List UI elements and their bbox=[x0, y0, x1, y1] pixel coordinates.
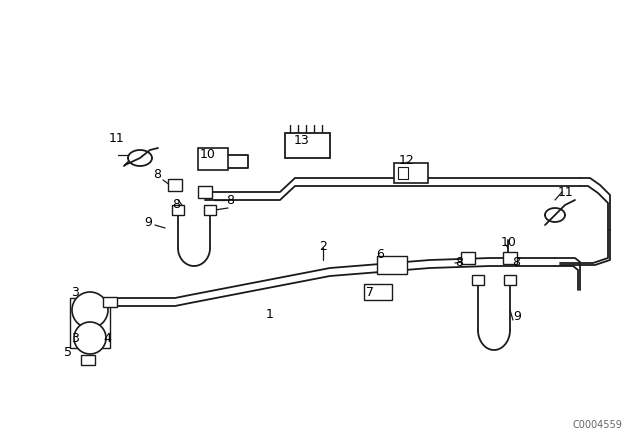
Bar bbox=[285, 133, 330, 158]
Text: 8: 8 bbox=[226, 194, 234, 207]
Text: 6: 6 bbox=[376, 249, 384, 262]
Bar bbox=[461, 252, 475, 264]
Bar bbox=[377, 256, 407, 274]
Text: 5: 5 bbox=[64, 345, 72, 358]
Text: 11: 11 bbox=[109, 132, 125, 145]
Text: 2: 2 bbox=[319, 241, 327, 254]
Text: 8: 8 bbox=[455, 257, 463, 270]
Text: 12: 12 bbox=[399, 154, 415, 167]
Text: 13: 13 bbox=[294, 134, 310, 146]
Bar bbox=[198, 186, 212, 198]
Bar bbox=[204, 205, 216, 215]
Bar bbox=[70, 298, 110, 348]
Bar bbox=[81, 355, 95, 365]
Text: 8: 8 bbox=[172, 198, 180, 211]
Text: 9: 9 bbox=[144, 215, 152, 228]
Text: 10: 10 bbox=[200, 148, 216, 161]
Bar bbox=[172, 205, 184, 215]
Bar bbox=[168, 179, 182, 191]
Text: 8: 8 bbox=[153, 168, 161, 181]
Bar bbox=[504, 275, 516, 285]
Text: 3: 3 bbox=[71, 332, 79, 345]
Bar bbox=[103, 297, 117, 307]
Text: 10: 10 bbox=[501, 237, 517, 250]
Circle shape bbox=[74, 322, 106, 354]
Text: C0004559: C0004559 bbox=[572, 420, 622, 430]
Bar bbox=[394, 163, 428, 183]
Text: 1: 1 bbox=[266, 309, 274, 322]
Text: 3: 3 bbox=[71, 287, 79, 300]
Bar bbox=[364, 284, 392, 300]
Bar bbox=[398, 167, 408, 179]
Text: 7: 7 bbox=[366, 287, 374, 300]
Text: 9: 9 bbox=[513, 310, 521, 323]
Bar bbox=[503, 252, 517, 264]
Text: 4: 4 bbox=[103, 332, 111, 345]
Bar bbox=[472, 275, 484, 285]
Circle shape bbox=[72, 292, 108, 328]
Text: 8: 8 bbox=[512, 257, 520, 270]
Text: 11: 11 bbox=[558, 185, 574, 198]
Bar bbox=[198, 148, 228, 170]
